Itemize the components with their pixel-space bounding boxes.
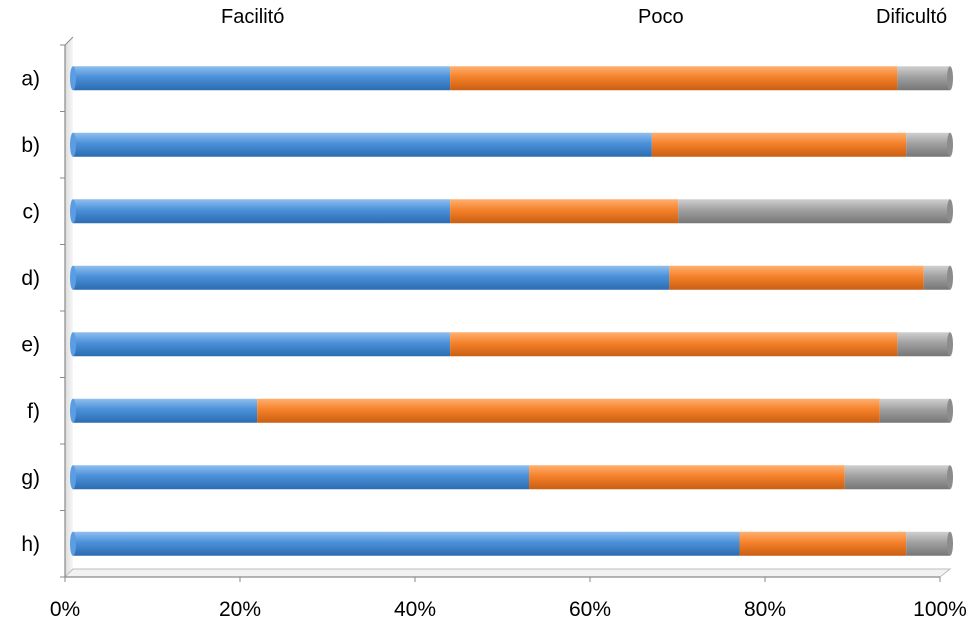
bar-segment-2 (450, 199, 679, 224)
category-label: g) (21, 466, 40, 489)
category-axis-top-edge (64, 36, 74, 46)
bar-segment-1 (73, 332, 451, 357)
bar-right-cap (947, 398, 953, 423)
bar-segment-1 (73, 531, 740, 556)
bar-segment-3 (897, 66, 950, 91)
labels: 0% 20% 40% 60% 80% 100% a) b) c) d) e) f) g) h) (21, 67, 967, 621)
bar-right-cap (947, 132, 953, 157)
bar-segment-3 (923, 265, 950, 290)
bar-segment-1 (73, 132, 652, 157)
bar-segment-3 (906, 132, 950, 157)
bar-segment-2 (450, 66, 898, 91)
bar-segment-2 (450, 332, 898, 357)
x-tick-label: 80% (744, 598, 786, 621)
bar-segment-1 (73, 66, 451, 91)
bar-left-cap (70, 265, 76, 290)
bar-right-cap (947, 332, 953, 357)
x-tick-label: 0% (50, 598, 80, 621)
bar-segment-3 (844, 465, 950, 490)
bar-left-cap (70, 132, 76, 157)
category-label: e) (21, 333, 40, 356)
legend-label-facilito: Facilitó (221, 6, 285, 28)
category-label: c) (23, 200, 41, 223)
bar-left-cap (70, 398, 76, 423)
bar-segment-3 (678, 199, 950, 224)
bar-right-cap (947, 66, 953, 91)
axis-floor (63, 568, 952, 578)
legend-label-poco: Poco (638, 6, 684, 28)
bar-right-cap (947, 265, 953, 290)
bar-segment-2 (257, 398, 880, 423)
bar-segment-2 (651, 132, 907, 157)
x-tick-label: 40% (394, 598, 436, 621)
category-label: d) (21, 267, 40, 290)
bar-right-cap (947, 465, 953, 490)
x-tick-label: 100% (913, 598, 967, 621)
category-label: a) (21, 67, 40, 90)
bar-segment-2 (669, 265, 924, 290)
bar-left-cap (70, 199, 76, 224)
bar-right-cap (947, 531, 953, 556)
legend-label-dificulto: Dificultó (876, 6, 948, 28)
x-tick-label: 60% (569, 598, 611, 621)
bar-left-cap (70, 531, 76, 556)
bar-segment-2 (529, 465, 845, 490)
bar-segment-3 (906, 531, 950, 556)
bar-segment-3 (897, 332, 950, 357)
bar-segment-3 (879, 398, 950, 423)
axes (60, 36, 952, 582)
category-label: b) (21, 134, 40, 157)
bars (70, 66, 953, 556)
category-label: f) (27, 400, 40, 423)
bar-left-cap (70, 465, 76, 490)
bar-left-cap (70, 66, 76, 91)
category-label: h) (21, 533, 40, 556)
axis-depth-wall (65, 37, 73, 577)
bar-left-cap (70, 332, 76, 357)
bar-segment-2 (739, 531, 907, 556)
x-tick-label: 20% (219, 598, 261, 621)
bar-segment-1 (73, 265, 670, 290)
bar-segment-1 (73, 465, 530, 490)
bar-segment-1 (73, 199, 451, 224)
bar-segment-1 (73, 398, 258, 423)
bar-right-cap (947, 199, 953, 224)
